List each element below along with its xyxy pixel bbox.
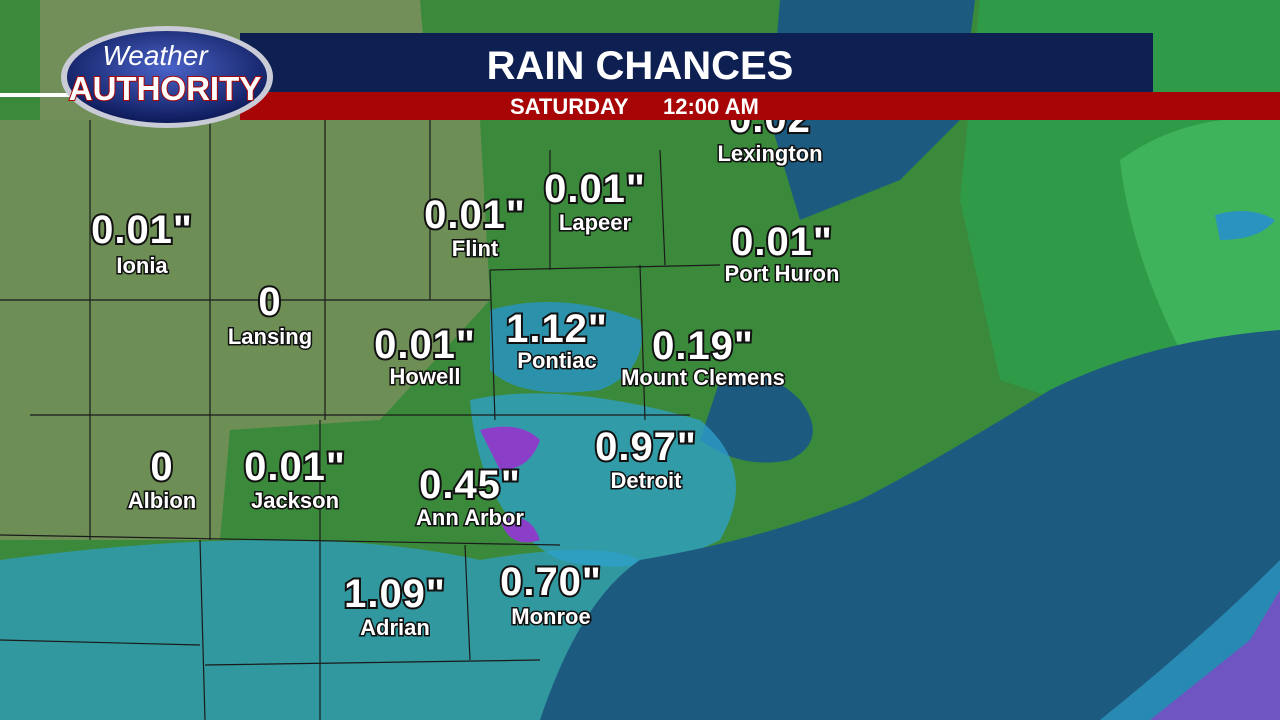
rain-amount: 1.12" [506,307,608,351]
city-name: Ann Arbor [416,505,524,530]
logo: Weather AUTHORITY [61,26,273,128]
header: RAIN CHANCES SATURDAY 12:00 AM Weather A… [0,26,1280,128]
city-name: Port Huron [725,261,840,286]
city-name: Lexington [717,141,822,166]
city-name: Lapeer [559,210,632,235]
rain-amount: 0.01" [91,208,193,252]
rain-amount: 0.01" [244,445,346,489]
city-name: Flint [452,236,499,261]
day: SATURDAY [510,94,629,119]
accent-line [0,93,90,97]
rain-amount: 0.97" [595,425,697,469]
city-name: Ionia [116,253,168,278]
rain-amount: 0 [150,445,173,489]
rain-amount: 0 [258,280,281,324]
title: RAIN CHANCES [487,44,794,88]
city-name: Howell [390,364,461,389]
city-name: Monroe [511,604,590,629]
logo-face [67,31,267,123]
city-name: Pontiac [517,348,596,373]
rain-amount: 0.70" [500,560,602,604]
rain-amount: 0.01" [374,323,476,367]
subtitle-bar [240,92,1280,120]
city-name: Lansing [228,324,312,349]
rain-amount: 0.19" [652,324,754,368]
rain-amount: 0.01" [424,193,526,237]
city-name: Adrian [360,615,430,640]
logo-bottom: AUTHORITY [69,70,262,107]
rain-amount: 1.09" [344,572,446,616]
city-name: Detroit [611,468,683,493]
logo-top: Weather [102,40,209,71]
rain-amount: 0.01" [544,167,646,211]
rain-amount: 0.45" [419,463,521,507]
time: 12:00 AM [663,94,759,119]
title-bar [240,33,1153,92]
city-name: Albion [128,488,196,513]
rain-amount: 0.01" [731,220,833,264]
city-name: Mount Clemens [621,365,785,390]
city-name: Jackson [251,488,339,513]
